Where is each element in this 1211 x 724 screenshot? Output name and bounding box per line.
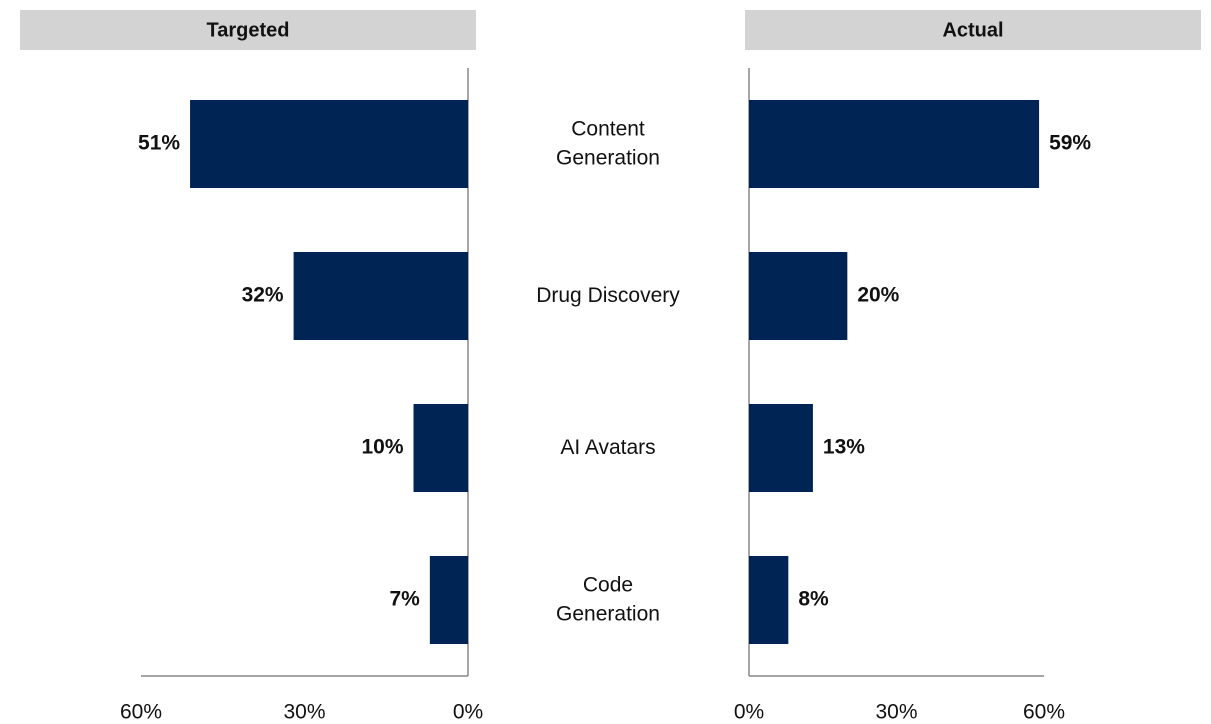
bar xyxy=(293,252,468,340)
x-tick-label: 0% xyxy=(734,701,764,724)
bar xyxy=(749,252,848,340)
panel-title: Actual xyxy=(942,19,1003,41)
x-tick-label: 0% xyxy=(453,701,483,724)
value-label: 51% xyxy=(138,132,180,155)
bar xyxy=(190,100,469,188)
category-label: Content Generation xyxy=(556,117,660,169)
bar xyxy=(429,556,468,644)
value-label: 8% xyxy=(798,588,829,611)
bar xyxy=(749,100,1040,188)
x-tick-label: 60% xyxy=(1023,701,1065,724)
bar xyxy=(749,404,813,492)
value-label: 59% xyxy=(1049,132,1091,155)
bar xyxy=(413,404,468,492)
header-bar xyxy=(745,10,1201,50)
x-tick-label: 60% xyxy=(120,701,162,724)
category-label: Code Generation xyxy=(556,573,660,625)
panel-title: Targeted xyxy=(207,19,290,41)
header-bar xyxy=(20,10,476,50)
x-tick-label: 30% xyxy=(283,701,325,724)
value-label: 13% xyxy=(823,436,865,459)
value-label: 20% xyxy=(857,284,899,307)
category-label: AI Avatars xyxy=(560,436,655,459)
value-label: 32% xyxy=(242,284,284,307)
value-label: 10% xyxy=(361,436,403,459)
bar xyxy=(749,556,789,644)
category-label: Drug Discovery xyxy=(536,284,680,307)
value-label: 7% xyxy=(389,588,420,611)
x-tick-label: 30% xyxy=(875,701,917,724)
